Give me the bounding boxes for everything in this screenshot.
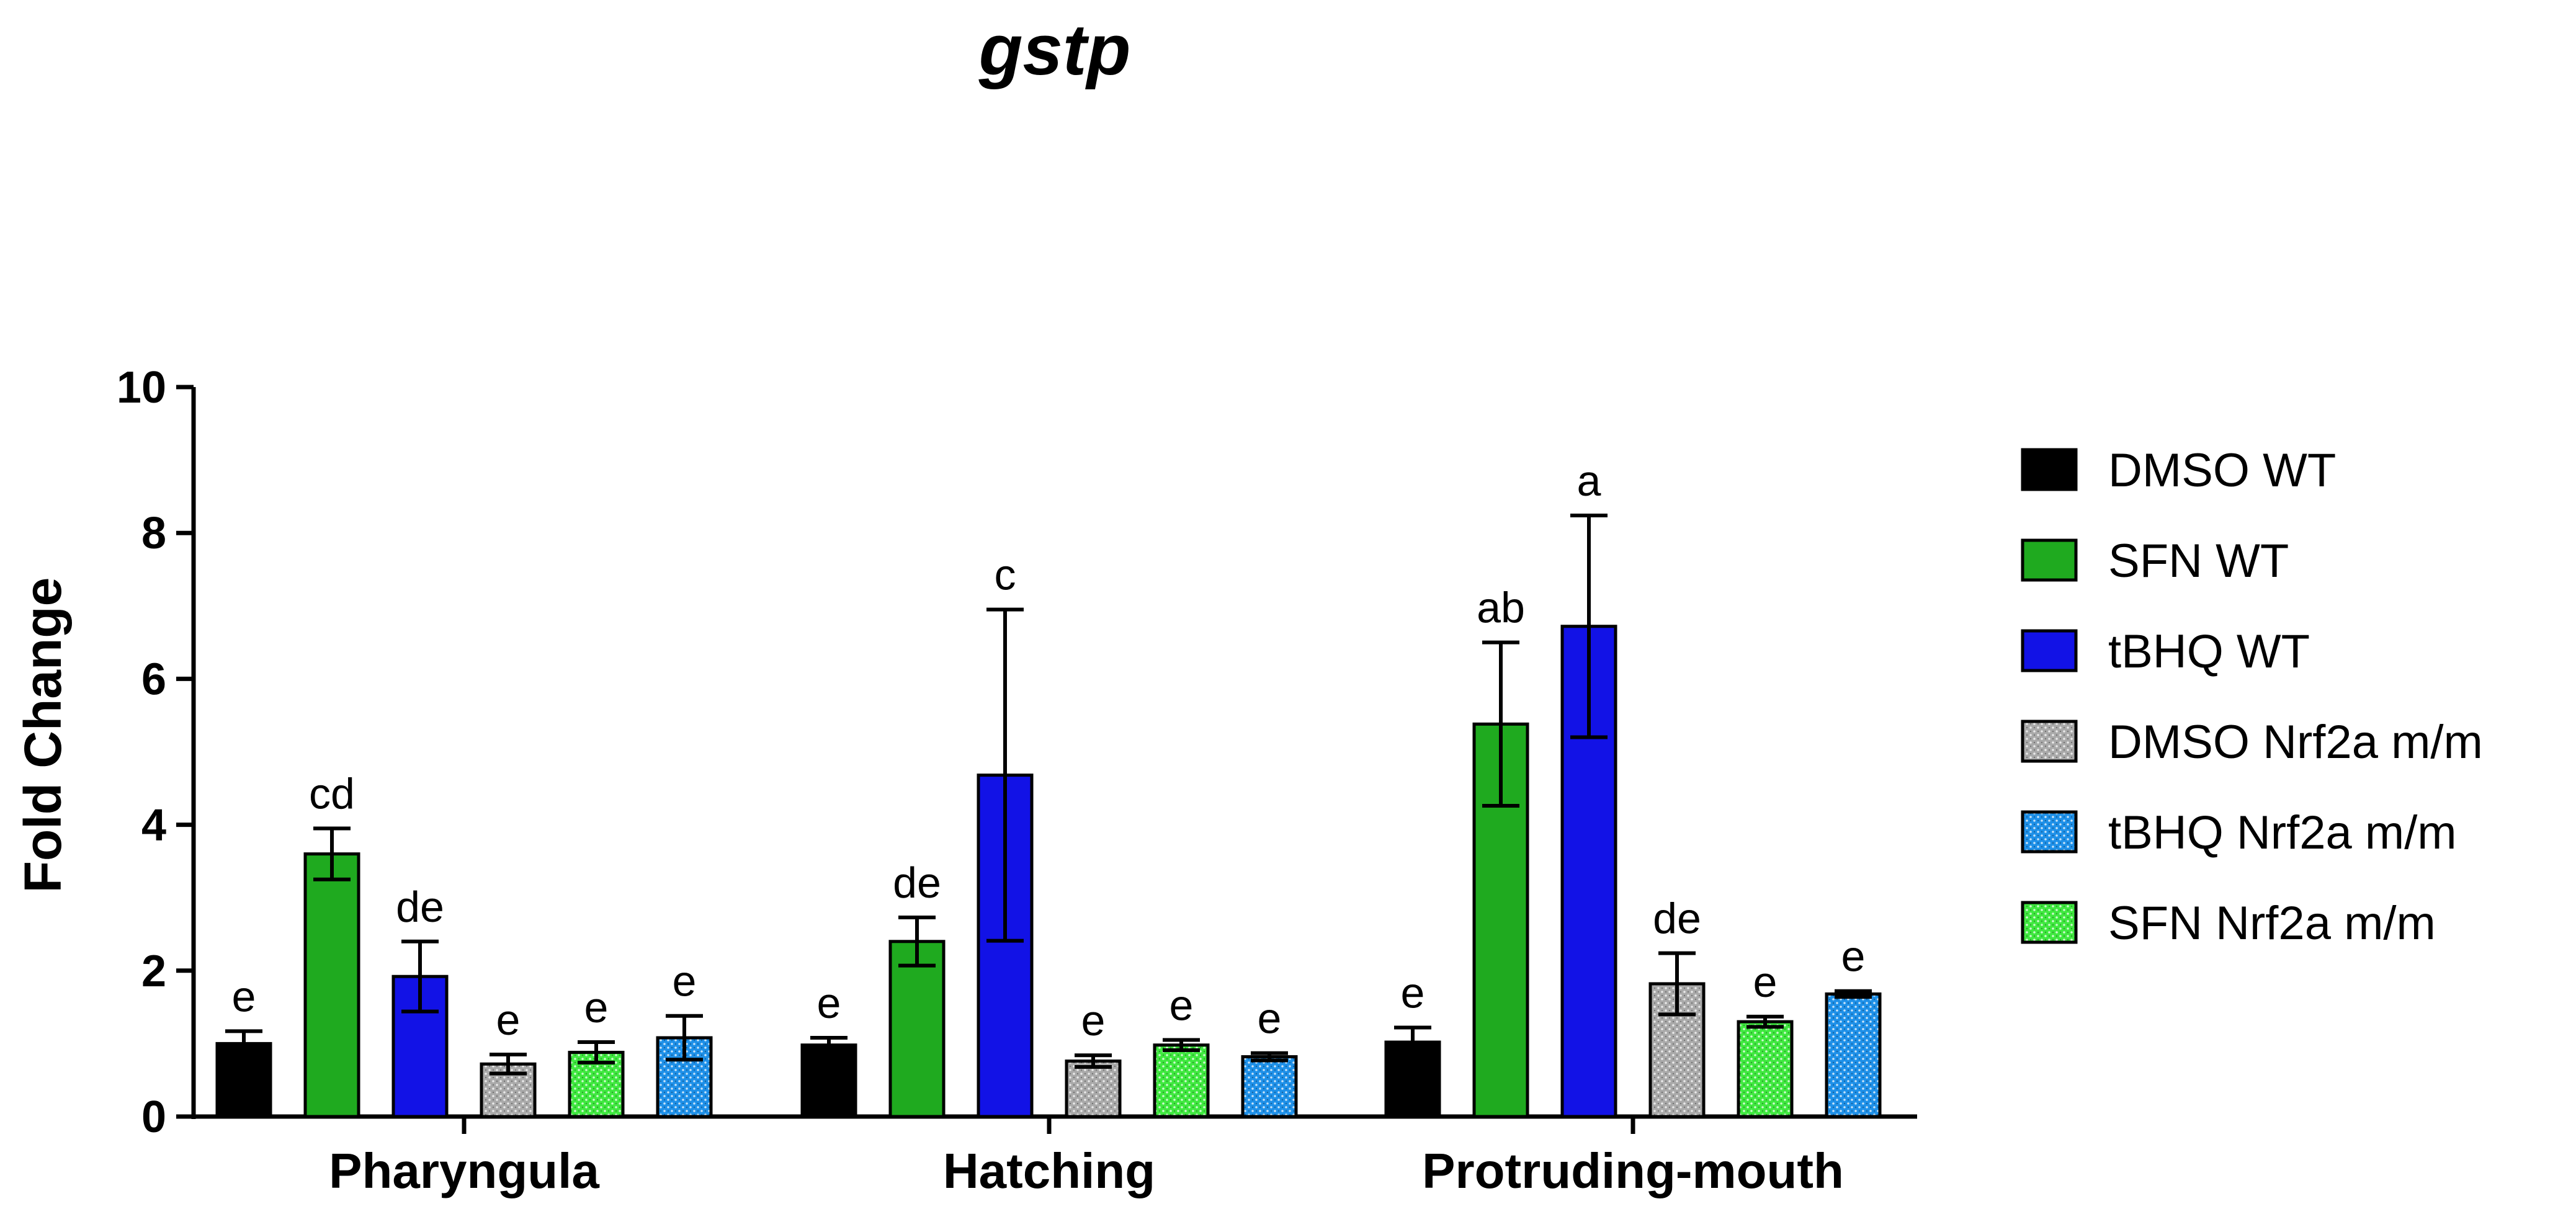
significance-label: de — [396, 883, 444, 931]
significance-label: cd — [309, 769, 355, 818]
legend-label-dmso-wt: DMSO WT — [2108, 444, 2336, 497]
y-tick-label: 2 — [141, 947, 166, 996]
legend-label-tbhq-nrf2a-m-m: tBHQ Nrf2a m/m — [2108, 806, 2457, 859]
significance-label: e — [1081, 996, 1106, 1045]
significance-label: e — [817, 979, 841, 1027]
bar-sfn-nrf2a-m-m-hatching — [1153, 1043, 1210, 1118]
bar-tbhq-nrf2a-m-m-pharyngula — [656, 1036, 713, 1118]
significance-label: e — [1401, 969, 1425, 1017]
legend-label-sfn-wt: SFN WT — [2108, 535, 2289, 587]
significance-label: e — [1169, 981, 1194, 1030]
legend-swatch-dmso-nrf2a-m-m — [2021, 720, 2078, 763]
legend-label-dmso-nrf2a-m-m: DMSO Nrf2a m/m — [2108, 716, 2483, 769]
bar-tbhq-nrf2a-m-m-hatching — [1241, 1055, 1298, 1118]
y-tick-label: 10 — [117, 363, 166, 413]
bar-sfn-nrf2a-m-m-protruding-mouth — [1737, 1020, 1794, 1118]
legend-swatch-sfn-nrf2a-m-m — [2021, 901, 2078, 944]
y-tick-label: 6 — [141, 654, 166, 704]
bar-sfn-wt-hatching — [888, 940, 946, 1118]
legend-swatch-sfn-wt — [2021, 538, 2078, 582]
category-label-hatching: Hatching — [943, 1143, 1155, 1198]
legend-swatch-tbhq-wt — [2021, 629, 2078, 672]
significance-label: de — [1653, 894, 1701, 943]
legend-swatch-tbhq-nrf2a-m-m — [2021, 810, 2078, 854]
category-label-protruding-mouth: Protruding-mouth — [1422, 1143, 1844, 1198]
significance-label: c — [995, 551, 1016, 599]
y-axis-label: Fold Change — [14, 578, 72, 893]
significance-label: de — [893, 859, 941, 907]
legend-label-tbhq-wt: tBHQ WT — [2108, 625, 2310, 678]
y-tick-label: 4 — [141, 801, 166, 850]
category-label-pharyngula: Pharyngula — [329, 1143, 599, 1198]
significance-label: e — [1258, 994, 1282, 1043]
bar-tbhq-nrf2a-m-m-protruding-mouth — [1825, 992, 1882, 1118]
plot-area: 0 2 4 6 8 10 e cd de e e e Pharyngula e de c e e e Hatching… — [117, 363, 1917, 1198]
significance-label: ab — [1477, 584, 1525, 632]
legend-label-sfn-nrf2a-m-m: SFN Nrf2a m/m — [2108, 897, 2436, 950]
chart-title: gstp — [978, 9, 1131, 90]
bar-dmso-wt-hatching — [800, 1043, 857, 1118]
y-tick-label: 8 — [141, 509, 166, 558]
significance-label: e — [584, 983, 609, 1032]
significance-label: e — [232, 972, 256, 1020]
bar-sfn-wt-pharyngula — [303, 852, 360, 1118]
legend: DMSO WT SFN WT tBHQ WT DMSO Nrf2a m/m tBHQ N… — [2021, 444, 2483, 950]
significance-label: e — [1841, 932, 1866, 981]
bar-dmso-nrf2a-m-m-hatching — [1065, 1059, 1122, 1118]
legend-swatch-dmso-wt — [2021, 448, 2078, 491]
y-tick-label: 0 — [141, 1092, 166, 1142]
significance-label: e — [673, 957, 697, 1006]
significance-label: a — [1577, 457, 1601, 505]
significance-label: e — [496, 996, 521, 1044]
significance-label: e — [1753, 958, 1778, 1006]
